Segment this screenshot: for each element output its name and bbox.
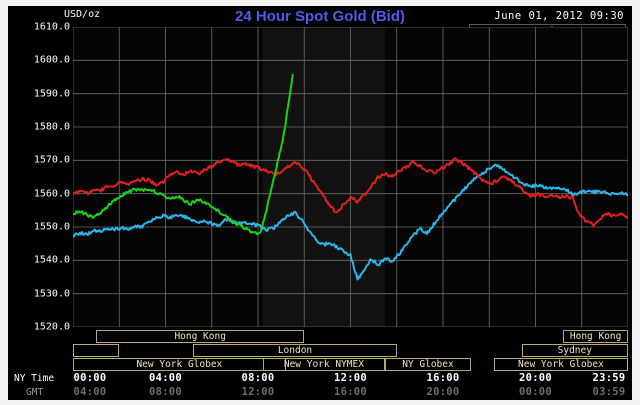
y-axis-tick-label: 1520.0 bbox=[33, 321, 70, 333]
y-axis-unit-label: USD/oz bbox=[64, 9, 101, 20]
y-axis-tick-label: 1610.0 bbox=[33, 21, 70, 33]
gmt-tick-label: 04:00 bbox=[73, 386, 107, 398]
market-session-bar: NY Globex bbox=[385, 358, 471, 371]
market-session-bar: New York Globex bbox=[493, 358, 628, 371]
y-axis-tick-label: 1550.0 bbox=[33, 221, 70, 233]
y-axis-tick-label: 1570.0 bbox=[33, 154, 70, 166]
chart-frame: USD/oz 24 Hour Spot Gold (Bid) June 01, … bbox=[8, 6, 632, 400]
market-session-bar: Hong Kong bbox=[96, 330, 305, 343]
gmt-tick-label: 08:00 bbox=[148, 386, 183, 398]
y-axis-tick-label: 1560.0 bbox=[33, 188, 70, 200]
market-session-bar: New York Globex bbox=[73, 358, 286, 371]
market-session-bars: Hong Kong Hong Kong London Sydney New York G… bbox=[73, 330, 628, 371]
series-line bbox=[73, 163, 628, 281]
y-axis-tick-label: 1590.0 bbox=[33, 88, 70, 100]
market-session-bar: Hong Kong bbox=[563, 330, 628, 343]
market-session-bar bbox=[73, 344, 120, 357]
series-line bbox=[73, 74, 294, 236]
ny-time-tick-label: 12:00 bbox=[333, 372, 368, 384]
market-session-bar: London bbox=[193, 344, 397, 357]
x-axis-time-labels: NY Time GMT 00:00 04:00 08:00 12:00 16:00 20:00… bbox=[8, 372, 632, 400]
y-axis-tick-label: 1580.0 bbox=[33, 121, 70, 133]
ny-time-tick-label: 08:00 bbox=[241, 372, 275, 384]
ny-time-tick-label: 04:00 bbox=[148, 372, 183, 384]
ny-time-tick-label: 23:59 bbox=[592, 372, 626, 384]
timestamp-label: June 01, 2012 09:30 bbox=[494, 10, 624, 22]
ny-time-row-label: NY Time bbox=[14, 373, 55, 384]
y-axis-labels: 1610.0 1600.0 1590.0 1580.0 1570.0 1560.0 1550… bbox=[8, 22, 70, 333]
gmt-tick-label: 12:00 bbox=[241, 386, 275, 398]
gmt-tick-label: 16:00 bbox=[333, 386, 368, 398]
gmt-tick-label: 20:00 bbox=[426, 386, 460, 398]
market-session-bar: New York NYMEX bbox=[262, 358, 386, 371]
gmt-tick-label: 03:59 bbox=[592, 386, 626, 398]
ny-time-tick-label: 00:00 bbox=[73, 372, 107, 384]
ny-time-tick-label: 16:00 bbox=[426, 372, 460, 384]
y-axis-tick-label: 1530.0 bbox=[33, 288, 70, 300]
nymex-session-shading bbox=[262, 27, 386, 327]
gmt-tick-label: 00:00 bbox=[518, 386, 553, 398]
ny-time-tick-label: 20:00 bbox=[518, 372, 553, 384]
chart-title: 24 Hour Spot Gold (Bid) bbox=[235, 8, 405, 25]
y-axis-tick-label: 1600.0 bbox=[33, 54, 70, 66]
gmt-row-label: GMT bbox=[26, 387, 44, 398]
series-line bbox=[73, 157, 628, 228]
market-session-bar: Sydney bbox=[521, 344, 628, 357]
y-axis-tick-label: 1540.0 bbox=[33, 254, 70, 266]
plot-area bbox=[73, 27, 628, 327]
